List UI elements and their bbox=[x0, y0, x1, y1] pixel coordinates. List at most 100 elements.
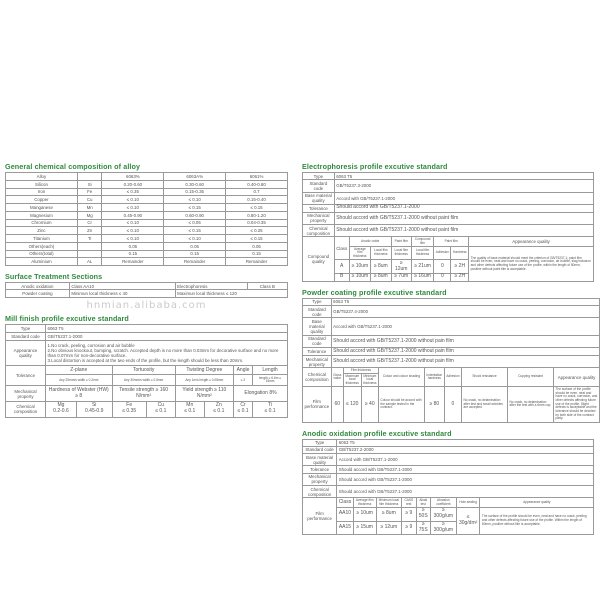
table-row: Others(total) 0.15 0.15 0.15 bbox=[5, 249, 288, 259]
table-cell: Base material quality bbox=[302, 317, 332, 336]
table-cell: Standard code bbox=[302, 179, 335, 193]
table-cell: Ti bbox=[76, 234, 103, 243]
table-cell: Type bbox=[4, 323, 47, 333]
table-cell: Local film thickness bbox=[370, 245, 392, 261]
table-row: Type 6063 T5 bbox=[301, 438, 594, 447]
electro-table: Type 6063 T5 Standard code GB/T5237.3-2000 B… bbox=[302, 171, 595, 282]
table-cell: Others(each) bbox=[5, 241, 78, 251]
table-row: Zinc Zn ≤ 0.10 ≤ 0.15 ≤ 0.25 bbox=[5, 226, 288, 235]
table-row: Chemical composition Gloss value Film thic… bbox=[302, 367, 600, 388]
table-cell: 0.15-0.35 bbox=[163, 187, 227, 197]
table-cell: Alloy bbox=[5, 172, 78, 181]
table-cell: 0.40-0.80 bbox=[225, 179, 288, 189]
table-cell: Class AA10 bbox=[68, 281, 176, 291]
table-cell: Should accord with GB/T5237.1-2000 bbox=[333, 203, 595, 213]
table-row: Alloy 6063% 6063A% 6061% bbox=[5, 172, 288, 181]
table-cell: 6063 T5 bbox=[333, 171, 595, 181]
table-cell: 0.15 bbox=[101, 249, 165, 259]
alloy-table: Alloy 6063% 6063A% 6061% Silicon Si 0.20-0.60 0… bbox=[5, 172, 288, 266]
table-cell: Mechanical property bbox=[301, 472, 338, 486]
table-cell: Paint film bbox=[390, 236, 412, 247]
table-cell: Should accord with GB/T5237.1-2000 bbox=[336, 472, 594, 486]
table-cell: Type bbox=[301, 438, 338, 447]
table-cell: Accord with GB/T5237.1-2000 bbox=[333, 191, 595, 205]
table-cell: Shock resistance bbox=[461, 367, 508, 388]
table-cell: Iron bbox=[5, 187, 78, 197]
table-cell: Zn bbox=[76, 226, 103, 235]
table-row: Type 6063 T5 bbox=[302, 297, 600, 307]
table-cell: Tolerance bbox=[302, 347, 332, 356]
table-cell: Accord with GB/T5237.1-2000 bbox=[336, 453, 594, 467]
table-cell: Mn bbox=[76, 203, 103, 212]
surface-table: Anodic oxidation Class AA10 Electrophoresi… bbox=[5, 281, 289, 298]
table-cell: 0.30-0.60 bbox=[163, 179, 227, 189]
table-cell: Anodic oxide bbox=[348, 236, 392, 247]
table-cell: Compound film bbox=[410, 236, 435, 247]
table-cell: Base material quality bbox=[302, 191, 335, 205]
table-row: Standard code GB/T5237.2-2000 bbox=[301, 445, 594, 455]
table-cell: Type bbox=[302, 297, 332, 307]
table-cell: ≥ 300g/um bbox=[429, 506, 457, 522]
table-cell: Chemical composition bbox=[4, 400, 47, 418]
table-cell: Hardness of Webster (HW) ≥ 8 bbox=[45, 385, 113, 402]
table-cell: Minimum local thickness bbox=[360, 373, 379, 388]
mill-title: Mill finish profile excutive standard bbox=[5, 313, 129, 323]
table-cell: Maximum local thickness bbox=[342, 373, 362, 388]
table-cell bbox=[76, 172, 103, 181]
table-cell: Angle bbox=[232, 365, 254, 376]
table-cell: Appearance quality bbox=[468, 236, 594, 247]
table-row: Chromium Cr ≤ 0.10 ≤ 0.05 0.04-0.35 bbox=[5, 218, 288, 228]
table-cell: Magnesium bbox=[5, 210, 78, 220]
table-cell: Colour should be accord with the sample … bbox=[377, 386, 425, 423]
table-cell: B bbox=[333, 272, 350, 282]
table-cell: Anodic oxidation bbox=[5, 281, 70, 291]
table-cell: Average film thickness bbox=[352, 497, 377, 508]
table-cell: ≤ 0.10 bbox=[163, 195, 227, 204]
table-cell: Should accord with GB/T5237.1-2000 witho… bbox=[333, 211, 595, 226]
table-row: Chemical composition Mg 0.2-0.6 Si 0.45-0.… bbox=[4, 400, 288, 418]
table-cell: ≤ 120 bbox=[342, 386, 362, 423]
table-cell: Mg bbox=[76, 210, 103, 220]
table-cell: ≥ 8um bbox=[370, 272, 392, 282]
table-row: Magnesium Mg 0.45-0.90 0.60-0.90 0.80-1.20 bbox=[5, 210, 288, 220]
table-cell: No crack, no delamination after the test… bbox=[507, 386, 554, 423]
table-cell: Should accord with GB/T5237.1-2000 bbox=[336, 484, 594, 499]
table-row: Type 6063 T5 bbox=[302, 171, 595, 181]
table-cell: Aluminium bbox=[5, 257, 78, 266]
table-row: Anodic oxidation Class AA10 Electrophoresi… bbox=[5, 281, 289, 291]
table-cell: 60 bbox=[330, 386, 344, 423]
table-cell: Standard code bbox=[302, 305, 332, 319]
table-cell: Ti ≤ 0.1 bbox=[252, 400, 288, 418]
table-cell: ≤ 0.10 bbox=[101, 234, 165, 243]
table-row: Average film thickness Local film thickne… bbox=[303, 245, 594, 282]
table-cell: Adhesion bbox=[433, 245, 452, 261]
surface-title: Surface Treatment Sections bbox=[5, 272, 103, 281]
table-cell: ≤ 0.25 bbox=[225, 226, 288, 235]
table-cell: Should accord with GB/T5237.1-2000 witho… bbox=[330, 347, 600, 356]
table-row: Compound quality Class Anodic oxide Paint f… bbox=[302, 236, 594, 282]
table-cell: Class bbox=[336, 497, 354, 508]
table-row: Tolerance Should accord with GB/T5237.1-2… bbox=[301, 465, 594, 474]
table-cell: ≥ 8um bbox=[375, 506, 403, 522]
table-row: Mechanical property Should accord with GB… bbox=[301, 472, 594, 486]
table-cell: Local film thickness bbox=[390, 245, 412, 261]
table-cell: Cr bbox=[76, 218, 103, 228]
electro-title: Electrophoresis profile excutive standar… bbox=[302, 162, 448, 171]
table-cell: No crack, no delamination after test and… bbox=[461, 386, 508, 423]
table-cell: Abrasion coefficient bbox=[429, 497, 457, 508]
powder-table: Type 6063 T5 Standard code GB/T5237.4-2000 B… bbox=[302, 297, 600, 423]
table-cell: Remainder bbox=[163, 257, 227, 266]
table-cell: ≥ 12um bbox=[390, 259, 412, 274]
table-cell: Elongation 8% bbox=[232, 385, 289, 402]
table-cell: ≥ 300g/um bbox=[429, 520, 457, 536]
table-cell: Film performance bbox=[301, 497, 338, 536]
table-cell: Gloss value bbox=[330, 367, 344, 388]
table-cell: length ≤ 6.6m ≤ 15mm bbox=[252, 374, 288, 387]
table-cell: ≥ 80 bbox=[423, 386, 445, 423]
table-cell: 6063% bbox=[101, 172, 165, 181]
table-cell: ≥ 15um bbox=[352, 520, 377, 536]
table-cell: Average film thickness bbox=[348, 245, 372, 261]
table-cell: Any 1m/s length ≤ 0.08mm bbox=[174, 374, 234, 387]
table-cell: Titanium bbox=[5, 234, 78, 243]
table-cell: 0 bbox=[433, 259, 452, 274]
